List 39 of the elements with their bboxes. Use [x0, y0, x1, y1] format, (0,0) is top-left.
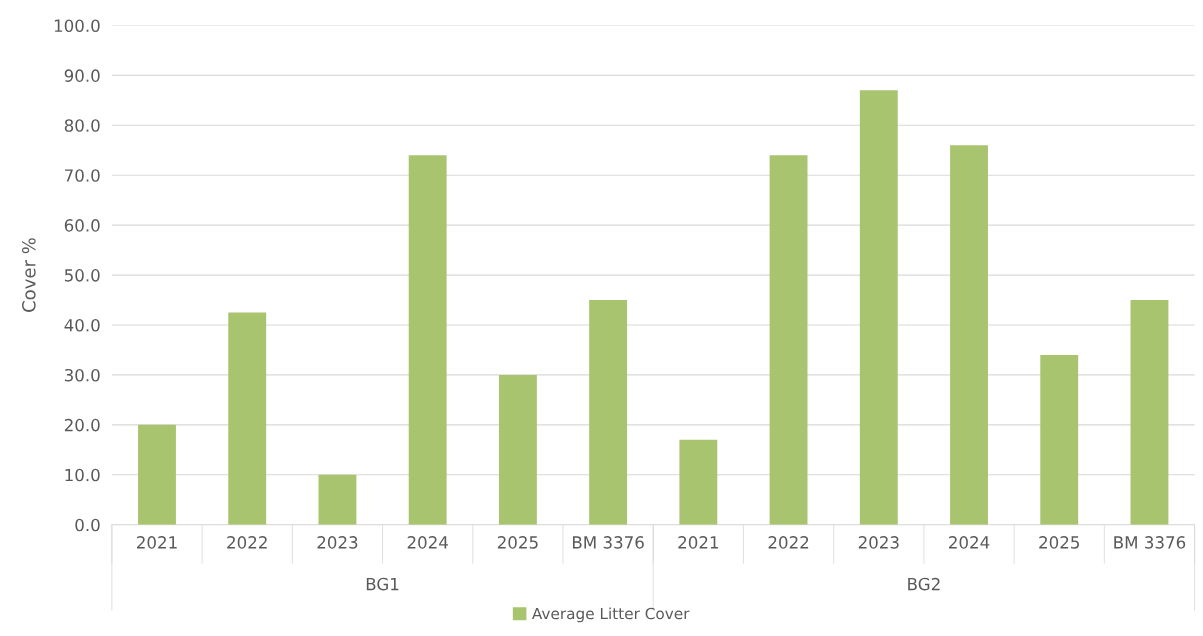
bar [769, 155, 808, 525]
y-tick-label: 10.0 [65, 468, 100, 482]
x-tick-label: 2025 [1039, 536, 1079, 549]
y-tick-label: 70.0 [65, 169, 100, 182]
y-tick-label: 20.0 [64, 418, 100, 432]
x-tick-label: 2022 [768, 536, 809, 549]
y-tick-label: 80.0 [64, 119, 100, 132]
text: BG2 [908, 577, 940, 591]
y-axis-title: Cover % [22, 238, 36, 312]
x-tick-label: 2024 [407, 536, 448, 549]
x-tick-label: 2022 [227, 536, 267, 549]
bar [318, 474, 357, 525]
x-tick-label: BM 3376 [1114, 536, 1186, 549]
x-tick-label: 2021 [137, 536, 177, 549]
y-tick-label: 30.0 [64, 368, 100, 382]
bar [589, 300, 628, 525]
bar [1040, 354, 1079, 525]
y-tick-label: 0.0 [75, 518, 100, 532]
x-tick-label: 2023 [858, 536, 899, 549]
x-tick-label: 2025 [497, 536, 538, 549]
bar [138, 424, 176, 525]
y-tick-label: 50.0 [64, 269, 100, 282]
bar [228, 312, 267, 525]
bar [859, 90, 898, 525]
x-tick-label: 2021 [678, 536, 719, 549]
legend-label: Average Litter Cover [531, 607, 690, 623]
x-tick-label: BM 3376 [572, 536, 644, 549]
x-tick-label: 2024 [949, 536, 990, 549]
y-tick-label: 100.0 [54, 19, 100, 33]
text: BG1 [366, 577, 399, 591]
bar [498, 374, 537, 525]
x-tick-label: 2023 [317, 536, 358, 549]
bar [950, 145, 988, 525]
bar [679, 439, 718, 525]
y-tick-label: 90.0 [64, 69, 100, 82]
bar [408, 155, 447, 525]
y-tick-label: 40.0 [64, 318, 100, 332]
bar [1130, 300, 1169, 525]
y-tick-label: 60.0 [64, 219, 100, 232]
